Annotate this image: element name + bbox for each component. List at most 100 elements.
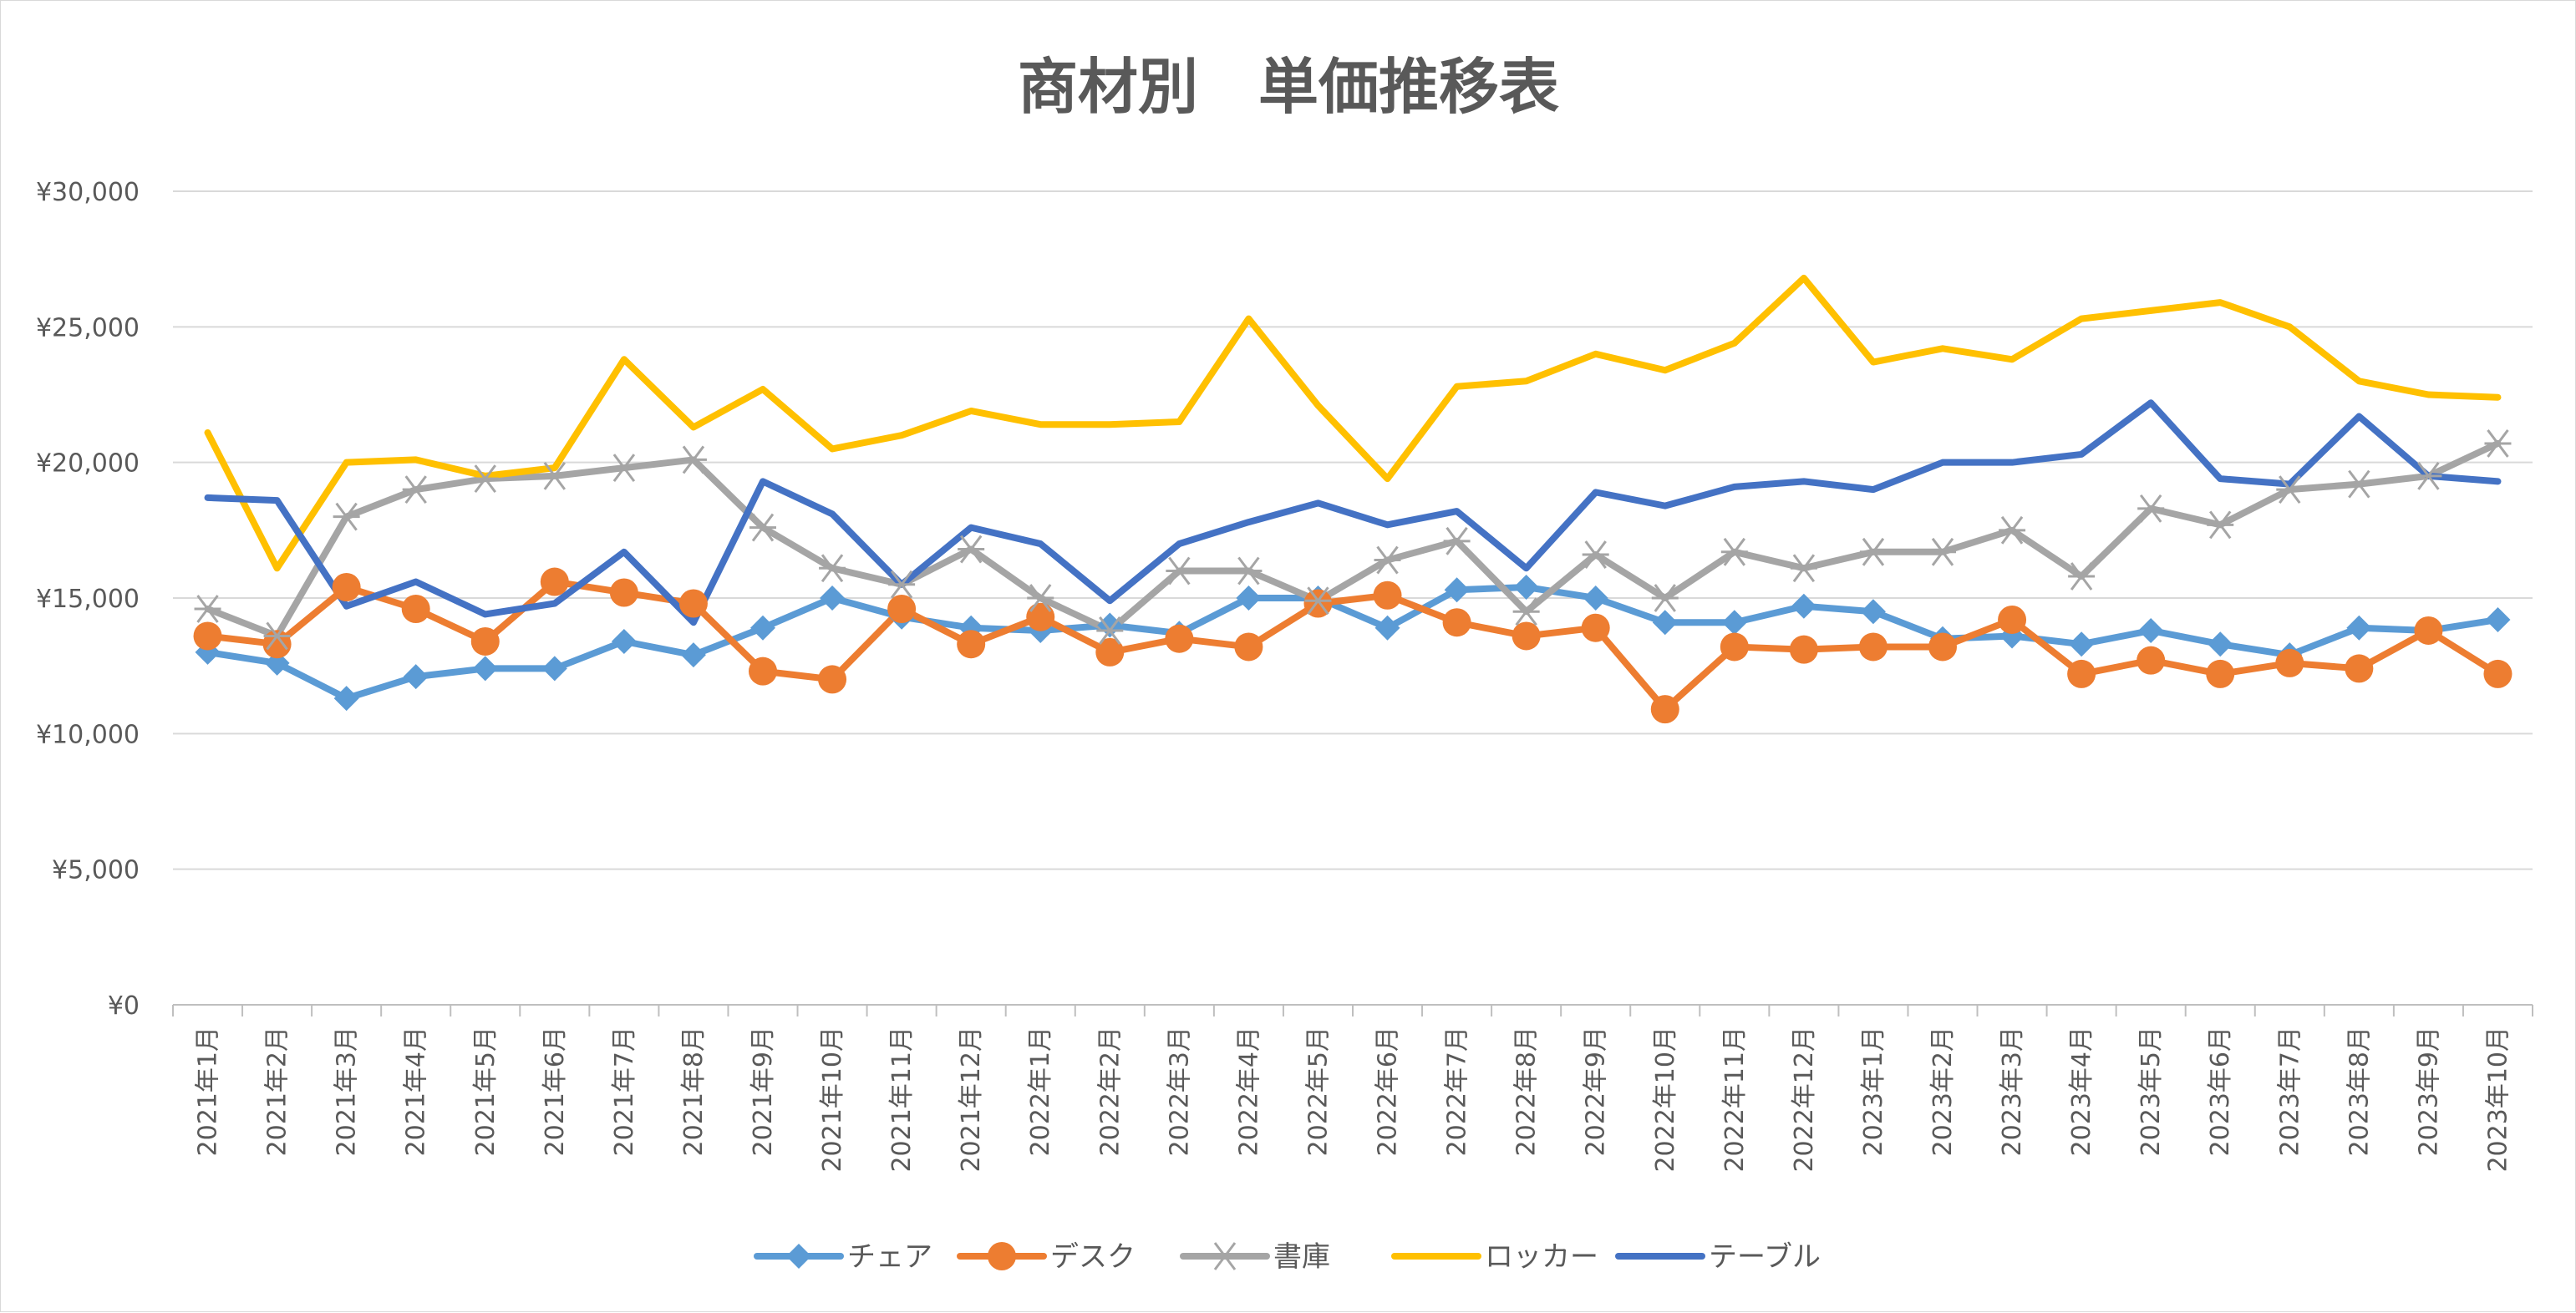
data-point: [1858, 632, 1888, 662]
data-point: [1582, 540, 1609, 569]
data-point: [1095, 637, 1125, 667]
y-tick-label: ¥5,000: [52, 856, 140, 885]
x-tick-label: 2021年9月: [749, 1027, 778, 1156]
x-tick-label: 2023年5月: [2137, 1027, 2166, 1156]
series-lines: [204, 274, 2502, 713]
data-point: [1373, 580, 1402, 610]
data-point: [887, 594, 917, 623]
data-point: [1236, 586, 1262, 611]
y-tick-label: ¥10,000: [36, 720, 140, 749]
legend-label: ロッカー: [1485, 1240, 1598, 1274]
chart-title: 商材別 単価推移表: [1018, 52, 1559, 122]
data-point: [750, 615, 775, 641]
data-point: [541, 462, 568, 490]
x-tick-label: 2023年7月: [2275, 1027, 2304, 1156]
x-tick-label: 2021年1月: [194, 1027, 223, 1156]
x-tick-label: 2023年3月: [1998, 1027, 2027, 1156]
x-tick-label: 2022年2月: [1095, 1027, 1125, 1156]
series-line: [204, 578, 2502, 713]
x-tick-label: 2021年2月: [263, 1027, 292, 1156]
data-point: [1512, 597, 1540, 626]
data-point: [1791, 593, 1816, 619]
data-point: [1027, 584, 1054, 612]
x-tick-label: 2023年6月: [2206, 1027, 2235, 1156]
data-point: [1790, 554, 1817, 583]
legend-item: デスク: [957, 1240, 1136, 1274]
legend-item: 書庫: [1180, 1240, 1330, 1274]
data-point: [2415, 462, 2442, 490]
legend-label: チェア: [847, 1240, 932, 1274]
data-point: [1097, 612, 1123, 638]
x-tick-label: 2021年8月: [679, 1027, 709, 1156]
x-tick-label: 2022年6月: [1374, 1027, 1403, 1156]
x-tick-label: 2021年10月: [818, 1027, 847, 1173]
x-tick-label: 2022年7月: [1443, 1027, 1472, 1156]
data-point: [1235, 556, 1263, 586]
data-point: [749, 513, 776, 542]
x-tick-label: 2021年4月: [402, 1027, 431, 1156]
data-point: [749, 656, 777, 686]
data-point: [1165, 624, 1194, 653]
data-point: [2069, 631, 2095, 657]
x-tick-label: 2023年4月: [2067, 1027, 2096, 1156]
data-point: [2208, 631, 2233, 657]
data-point: [1166, 556, 1193, 586]
x-tick-label: 2023年1月: [1859, 1027, 1888, 1156]
data-point: [2345, 469, 2373, 499]
x-tick-label: 2022年5月: [1303, 1027, 1333, 1156]
data-point: [1650, 695, 1679, 724]
x-tick-label: 2023年9月: [2414, 1027, 2443, 1156]
data-point: [1512, 621, 1541, 651]
axes: [172, 1004, 2533, 1016]
y-tick-label: ¥0: [108, 991, 140, 1021]
legend-item: チェア: [754, 1240, 932, 1274]
data-point: [2068, 562, 2096, 591]
data-point: [2067, 659, 2096, 688]
legend-label: 書庫: [1273, 1240, 1330, 1274]
data-point: [1581, 613, 1610, 642]
series-line: [204, 439, 2502, 640]
data-point: [1513, 575, 1539, 601]
data-point: [470, 626, 500, 656]
legend-label: デスク: [1050, 1240, 1136, 1274]
data-point: [2484, 429, 2512, 458]
data-point: [819, 554, 846, 583]
data-point: [611, 628, 637, 654]
data-point: [1999, 515, 2026, 545]
x-tick-label: 2021年5月: [471, 1027, 500, 1156]
x-tick-label: 2022年8月: [1512, 1027, 1542, 1156]
data-point: [1652, 610, 1678, 636]
x-tick-label: 2023年8月: [2345, 1027, 2374, 1156]
data-point: [1374, 545, 1401, 575]
x-tick-label: 2021年11月: [887, 1027, 917, 1173]
data-point: [2137, 494, 2165, 523]
data-point: [333, 502, 360, 531]
data-point: [678, 589, 708, 618]
legend: チェア デスク 書庫 ロッカー テーブル: [754, 1240, 1821, 1274]
data-point: [2485, 606, 2511, 632]
data-point: [786, 1244, 811, 1269]
data-point: [1789, 635, 1818, 664]
data-point: [1720, 632, 1749, 662]
data-point: [679, 445, 707, 474]
data-point: [472, 656, 498, 682]
series-line: [204, 584, 2502, 702]
series-markers: [193, 429, 2512, 724]
y-tick-label: ¥20,000: [36, 449, 140, 479]
data-point: [1304, 586, 1332, 616]
x-tick-label: 2022年11月: [1720, 1027, 1750, 1173]
data-point: [471, 464, 499, 494]
data-point: [988, 1242, 1016, 1270]
data-point: [403, 664, 429, 690]
x-tick-label: 2021年7月: [610, 1027, 639, 1156]
data-point: [1859, 537, 1887, 566]
data-point: [820, 586, 846, 611]
data-point: [194, 595, 221, 623]
data-point: [1998, 605, 2027, 634]
x-tick-label: 2022年1月: [1026, 1027, 1055, 1156]
series-line: [204, 399, 2502, 626]
x-tick-label: 2022年3月: [1165, 1027, 1194, 1156]
data-point: [818, 665, 847, 694]
data-point: [888, 570, 916, 599]
